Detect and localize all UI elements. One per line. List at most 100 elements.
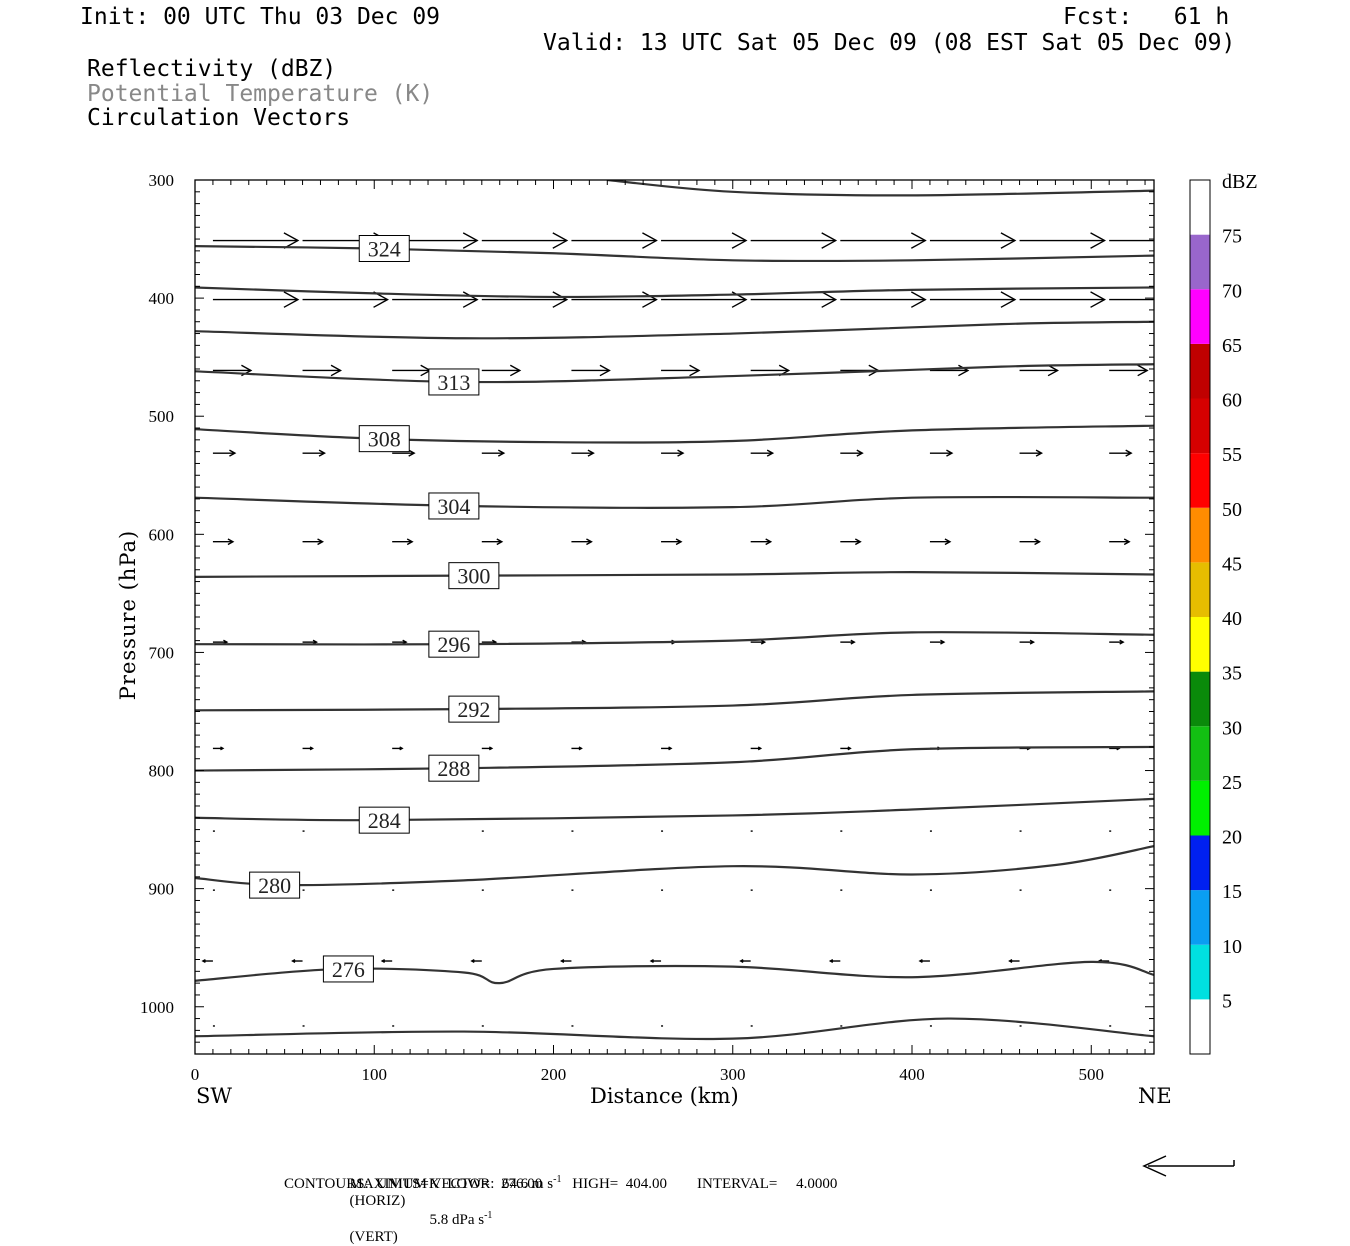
- contour-label: 296: [428, 630, 480, 658]
- x-tick-label: 500: [1079, 1065, 1105, 1084]
- contour-label: 280: [249, 871, 301, 899]
- circulation-vector-head: [201, 959, 206, 964]
- circulation-vector-head: [850, 639, 856, 645]
- svg-text:304: 304: [437, 494, 470, 519]
- y-tick-label: 1000: [140, 998, 174, 1017]
- circulation-vector-head: [552, 291, 569, 308]
- circulation-vector-head: [1090, 291, 1107, 308]
- circulation-vector-head: [559, 959, 565, 964]
- circulation-vector-head: [496, 538, 504, 546]
- circulation-vector-head: [406, 538, 414, 546]
- valid-time: Valid: 13 UTC Sat 05 Dec 09 (08 EST Sat …: [543, 30, 1236, 56]
- contour-label: 288: [428, 754, 480, 782]
- x-tick-label: 0: [191, 1065, 200, 1084]
- colorbar-tick-label: 65: [1222, 335, 1242, 357]
- circulation-vector-head: [509, 364, 522, 377]
- colorbar-swatch: [1190, 999, 1210, 1054]
- theta-contour-line: [195, 571, 1154, 578]
- contour-label: 324: [358, 235, 410, 263]
- circulation-vector-head: [497, 449, 506, 457]
- circulation-vector-head: [1034, 538, 1042, 546]
- circulation-vector-head: [291, 959, 296, 964]
- circulation-vector-head: [220, 746, 225, 751]
- circulation-vector-head: [552, 232, 569, 249]
- contour-info: CONTOURS: UNITS=K LOW= 276.00 HIGH= 404.…: [284, 1176, 838, 1192]
- colorbar-tick-label: 35: [1222, 663, 1242, 685]
- colorbar-tick-label: 20: [1222, 827, 1242, 849]
- y-tick-label: 500: [149, 407, 175, 426]
- colorbar-swatch: [1190, 398, 1210, 454]
- circulation-vector-head: [488, 746, 494, 751]
- colorbar-swatch: [1190, 234, 1210, 290]
- field-potential-temperature: Potential Temperature (K): [87, 81, 434, 107]
- x-tick-label: 200: [541, 1065, 567, 1084]
- x-axis-title: Distance (km): [590, 1084, 739, 1108]
- circulation-vector-head: [309, 746, 315, 751]
- cross-section-plot: 324 313 308 304 300 296 292 288 284 280 276 0 100 20…: [140, 171, 1258, 1177]
- svg-text:324: 324: [368, 237, 401, 262]
- colorbar-tick-label: 60: [1222, 390, 1242, 412]
- circulation-vector-head: [946, 449, 954, 457]
- init-time: Init: 00 UTC Thu 03 Dec 09: [80, 4, 441, 30]
- circulation-vector-head: [462, 232, 479, 249]
- circulation-vector-head: [227, 538, 235, 546]
- circulation-vector-head: [854, 538, 862, 546]
- colorbar-tick-label: 40: [1222, 608, 1242, 630]
- colorbar-swatch: [1190, 343, 1210, 399]
- circulation-vector-head: [910, 232, 927, 249]
- svg-text:313: 313: [437, 370, 470, 395]
- circulation-vector-head: [586, 538, 593, 546]
- colorbar-swatch: [1190, 890, 1210, 945]
- circulation-vector-head: [940, 639, 946, 645]
- theta-contour-line: [195, 690, 1154, 712]
- colorbar-tick-label: 70: [1222, 280, 1242, 302]
- colorbar-tick-label: 50: [1222, 499, 1242, 521]
- colorbar-frame: [1189, 179, 1211, 1055]
- max-vector-info: MAXIMUM VECTOR: 64.6 m s-1 (HORIZ) 5.8 d…: [349, 1174, 562, 1245]
- circulation-vector-head: [757, 746, 763, 751]
- colorbar-tick-label: 5: [1222, 990, 1232, 1012]
- circulation-vector-head: [944, 538, 952, 546]
- x-axis-left-label: SW: [196, 1084, 232, 1108]
- colorbar-tick-label: 55: [1222, 444, 1242, 466]
- colorbar-swatch: [1190, 944, 1210, 1000]
- circulation-vector-head: [856, 449, 864, 457]
- circulation-vector-head: [847, 746, 852, 751]
- svg-text:280: 280: [258, 873, 291, 898]
- circulation-vector-head: [1029, 639, 1036, 645]
- colorbar-tick-label: 15: [1222, 881, 1242, 903]
- circulation-vector-head: [766, 449, 775, 457]
- x-tick-label: 400: [899, 1065, 925, 1084]
- circulation-vector-head: [408, 449, 416, 457]
- max-vector-vert: 5.8 dPa s: [429, 1212, 485, 1228]
- svg-text:276: 276: [332, 957, 365, 982]
- svg-text:292: 292: [457, 697, 490, 722]
- circulation-vector-head: [739, 959, 744, 964]
- circulation-vector-head: [918, 959, 923, 964]
- circulation-vector-head: [1000, 232, 1017, 249]
- circulation-vector-head: [828, 959, 834, 964]
- svg-text:288: 288: [437, 756, 470, 781]
- colorbar-swatch: [1190, 180, 1210, 235]
- y-tick-label: 700: [149, 643, 175, 662]
- theta-contour-line: [195, 745, 1154, 772]
- circulation-vector-head: [1119, 639, 1125, 645]
- svg-text:308: 308: [368, 427, 401, 452]
- colorbar-title: dBZ: [1222, 171, 1258, 193]
- theta-contour-line: [195, 631, 1154, 646]
- contour-label: 308: [358, 425, 410, 453]
- plot-frame: [194, 179, 1155, 1055]
- y-tick-label: 800: [149, 762, 175, 781]
- circulation-vector-head: [330, 364, 343, 377]
- circulation-vector-head: [642, 291, 658, 308]
- theta-contour-line: [607, 180, 1154, 197]
- colorbar-swatch: [1190, 289, 1210, 344]
- x-axis-right-label: NE: [1138, 1084, 1172, 1108]
- theta-contour-line: [195, 245, 1154, 263]
- x-tick-label: 300: [720, 1065, 746, 1084]
- colorbar-swatch: [1190, 726, 1210, 781]
- colorbar-swatch: [1190, 507, 1210, 563]
- colorbar-swatch: [1190, 453, 1210, 508]
- circulation-vector-head: [283, 291, 300, 308]
- circulation-vector-head: [599, 364, 611, 377]
